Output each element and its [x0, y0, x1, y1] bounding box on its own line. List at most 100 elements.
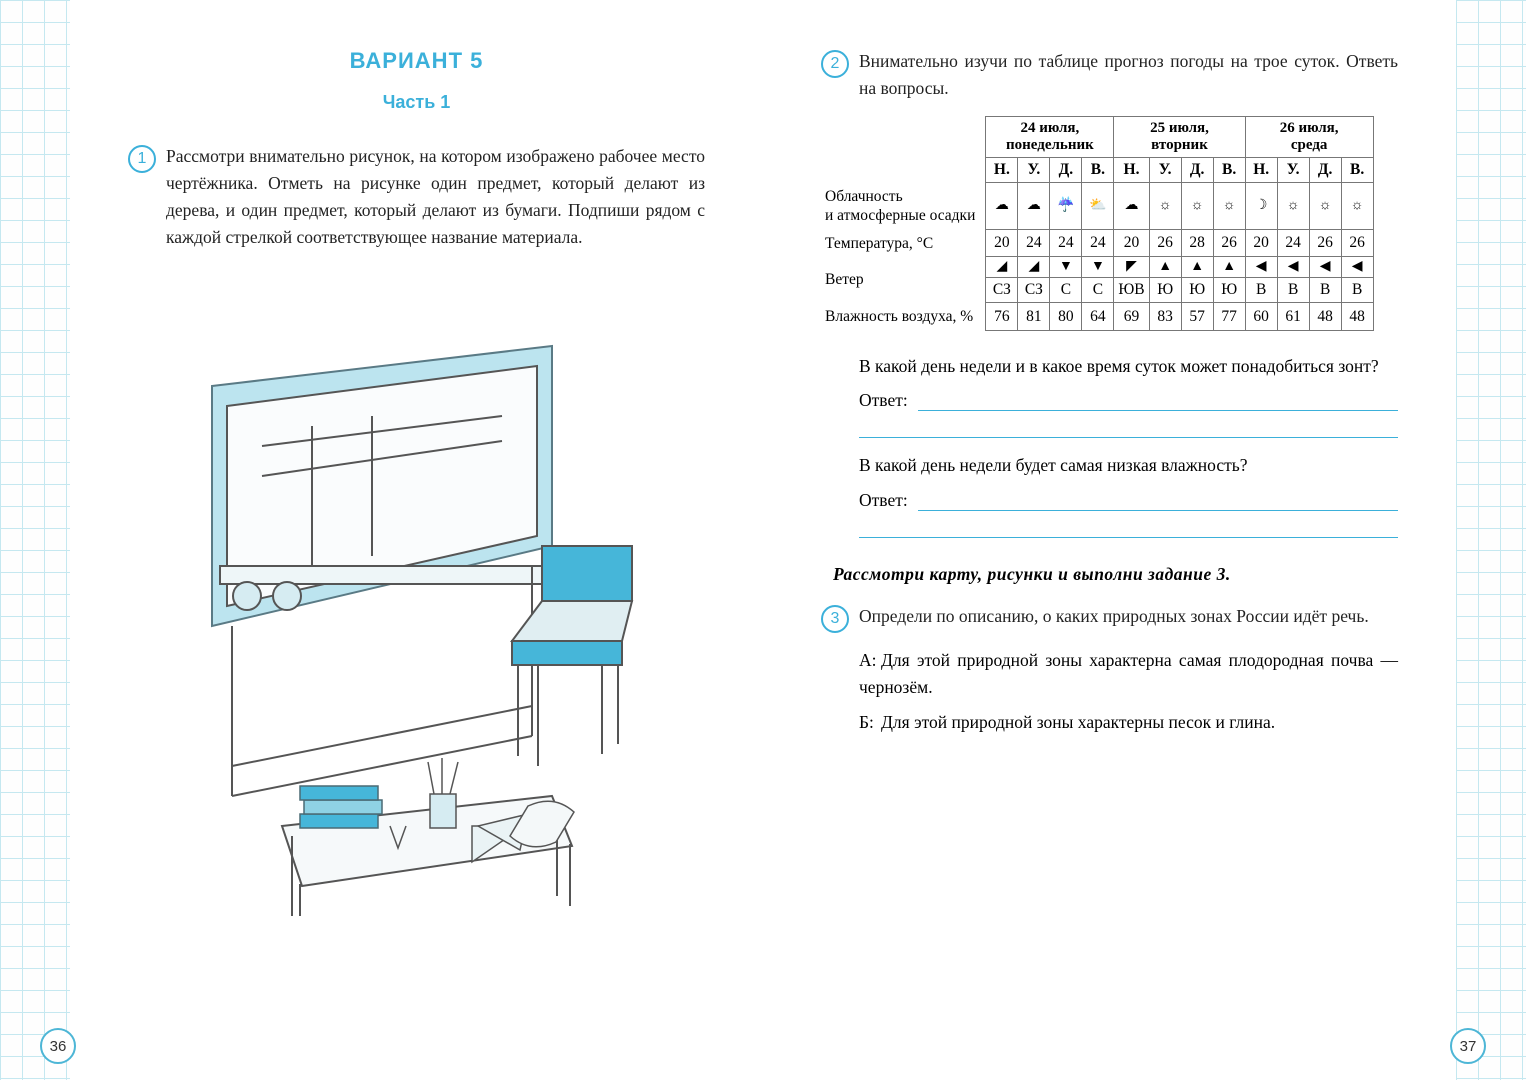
answer-label-2: Ответ: — [859, 490, 908, 511]
task-2-number: 2 — [821, 50, 849, 78]
task-3-number: 3 — [821, 605, 849, 633]
table-row-times: Н.У.Д.В.Н.У.Д.В.Н.У.Д.В. — [825, 158, 1373, 183]
table-cell: Ю — [1149, 278, 1181, 303]
day-2: среда — [1291, 137, 1328, 153]
table-cell: ▲ — [1181, 257, 1213, 278]
table-cell: 83 — [1149, 303, 1181, 330]
task-3-item-a: А:Для этой природной зоны характерна сам… — [859, 647, 1398, 701]
table-cell: ▲ — [1213, 257, 1245, 278]
table-cell: В — [1309, 278, 1341, 303]
time-label: Д. — [1181, 158, 1213, 183]
part-title: Часть 1 — [128, 92, 705, 113]
time-label: Н. — [986, 158, 1018, 183]
answer-2-line-2[interactable] — [859, 521, 1398, 539]
table-cell: В — [1277, 278, 1309, 303]
table-cell: ☁ — [1114, 183, 1149, 230]
page-number-left: 36 — [40, 1028, 76, 1064]
date-2: 26 июля, — [1280, 120, 1339, 136]
table-cell: 76 — [986, 303, 1018, 330]
time-label: У. — [1277, 158, 1309, 183]
time-label: В. — [1341, 158, 1373, 183]
table-cell: ▲ — [1149, 257, 1181, 278]
day-0: понедельник — [1006, 137, 1094, 153]
table-cell: ☁ — [986, 183, 1018, 230]
table-row-clouds: Облачность и атмосферные осадки ☁☁☔⛅☁☼☼☼… — [825, 183, 1373, 230]
time-label: У. — [1018, 158, 1050, 183]
time-label: Д. — [1309, 158, 1341, 183]
task-3-b-key: Б: — [859, 709, 881, 736]
table-row-wind-arrows: Ветер ◢◢▼▼◤▲▲▲◀◀◀◀ — [825, 257, 1373, 278]
question-1-text: В какой день недели и в какое время суто… — [859, 353, 1398, 380]
table-cell: СЗ — [1018, 278, 1050, 303]
table-cell: 60 — [1245, 303, 1277, 330]
table-cell: ◢ — [986, 257, 1018, 278]
table-cell: 80 — [1050, 303, 1082, 330]
table-cell: ◢ — [1018, 257, 1050, 278]
table-cell: ☼ — [1149, 183, 1181, 230]
table-cell: 57 — [1181, 303, 1213, 330]
row-label-clouds: Облачность и атмосферные осадки — [825, 183, 986, 230]
table-cell: ◤ — [1114, 257, 1149, 278]
row-label-humidity: Влажность воздуха, % — [825, 303, 986, 330]
table-cell: 20 — [986, 230, 1018, 257]
table-row-humidity: Влажность воздуха, % 7681806469835777606… — [825, 303, 1373, 330]
table-cell: 20 — [1245, 230, 1277, 257]
table-cell: ◀ — [1309, 257, 1341, 278]
table-cell: 26 — [1341, 230, 1373, 257]
task-1-text: Рассмотри внимательно рисунок, на которо… — [166, 143, 705, 252]
table-cell: ☔ — [1050, 183, 1082, 230]
page-right: 2 Внимательно изучи по таблице прогноз п… — [763, 0, 1456, 1080]
table-cell: ◀ — [1245, 257, 1277, 278]
table-cell: 48 — [1309, 303, 1341, 330]
time-label: Н. — [1245, 158, 1277, 183]
time-label: Н. — [1114, 158, 1149, 183]
table-cell: ⛅ — [1082, 183, 1114, 230]
table-cell: ◀ — [1341, 257, 1373, 278]
table-cell: ЮВ — [1114, 278, 1149, 303]
table-cell: ☼ — [1341, 183, 1373, 230]
task-1: 1 Рассмотри внимательно рисунок, на кото… — [128, 143, 705, 252]
date-0: 24 июля, — [1020, 120, 1079, 136]
table-cell: С — [1082, 278, 1114, 303]
table-cell: Ю — [1181, 278, 1213, 303]
table-cell: ▼ — [1050, 257, 1082, 278]
day-1: вторник — [1151, 137, 1208, 153]
table-cell: Ю — [1213, 278, 1245, 303]
date-1: 25 июля, — [1150, 120, 1209, 136]
task-2: 2 Внимательно изучи по таблице прогноз п… — [821, 48, 1398, 102]
time-label: В. — [1082, 158, 1114, 183]
task-3-a-key: А: — [859, 647, 881, 674]
table-cell: В — [1341, 278, 1373, 303]
row-label-temp: Температура, °C — [825, 230, 986, 257]
answer-1-line[interactable]: Ответ: — [859, 390, 1398, 411]
time-label: У. — [1149, 158, 1181, 183]
task-3-text: Определи по описанию, о каких природных … — [859, 603, 1369, 630]
table-cell: 77 — [1213, 303, 1245, 330]
table-cell: ☼ — [1213, 183, 1245, 230]
table-cell: ☼ — [1181, 183, 1213, 230]
answer-1-line-2[interactable] — [859, 421, 1398, 439]
answer-2-line[interactable]: Ответ: — [859, 490, 1398, 511]
table-cell: 26 — [1149, 230, 1181, 257]
table-cell: ☽ — [1245, 183, 1277, 230]
table-cell: 26 — [1213, 230, 1245, 257]
table-cell: 64 — [1082, 303, 1114, 330]
weather-table: 24 июля,понедельник 25 июля,вторник 26 и… — [825, 116, 1374, 331]
table-cell: В — [1245, 278, 1277, 303]
instruction-task3: Рассмотри карту, рисунки и выполни задан… — [833, 564, 1398, 585]
question-2-text: В какой день недели будет самая низкая в… — [859, 452, 1398, 479]
grid-margin-right — [1456, 0, 1526, 1080]
table-cell: 20 — [1114, 230, 1149, 257]
table-cell: 24 — [1277, 230, 1309, 257]
table-cell: ◀ — [1277, 257, 1309, 278]
time-label: Д. — [1050, 158, 1082, 183]
table-cell: 24 — [1050, 230, 1082, 257]
table-cell: ☁ — [1018, 183, 1050, 230]
question-1-block: В какой день недели и в какое время суто… — [859, 353, 1398, 439]
task-3-item-b: Б:Для этой природной зоны характерны пес… — [859, 709, 1398, 736]
table-cell: 48 — [1341, 303, 1373, 330]
table-cell: ☼ — [1277, 183, 1309, 230]
table-cell: 24 — [1082, 230, 1114, 257]
question-2-block: В какой день недели будет самая низкая в… — [859, 452, 1398, 538]
page-number-right: 37 — [1450, 1028, 1486, 1064]
